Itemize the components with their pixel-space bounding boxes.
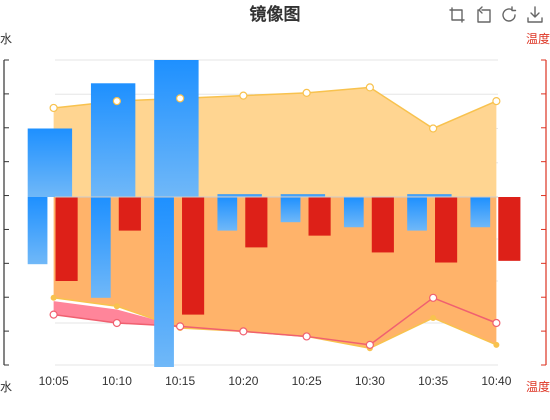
point-lower-red	[302, 332, 311, 341]
y-axis-name-top-left: 水	[0, 32, 12, 46]
bar-water-top	[154, 60, 199, 197]
x-tick-label: 10:20	[228, 374, 258, 388]
point-upper	[429, 124, 438, 133]
point-upper	[492, 96, 501, 106]
x-tick-label: 10:15	[165, 374, 195, 388]
bar-series	[27, 60, 521, 367]
save-image-icon[interactable]	[526, 6, 544, 24]
toolbox	[448, 6, 544, 24]
bar-water-bottom	[280, 197, 301, 223]
point-lower-red	[176, 322, 185, 331]
area-points	[49, 83, 501, 352]
bar-temperature	[498, 197, 521, 261]
point-lower-red	[492, 318, 501, 328]
point-lower-orange	[493, 341, 500, 348]
point-lower-red	[49, 310, 58, 319]
point-upper	[365, 83, 374, 92]
point-upper	[49, 103, 58, 113]
point-lower-red	[365, 340, 374, 349]
y-axis-name-top-right: 温度	[526, 31, 550, 46]
bar-temperature	[118, 197, 141, 231]
bar-water-top	[280, 194, 326, 197]
chart-title: 镜像图	[250, 4, 301, 24]
bar-water-bottom	[217, 197, 238, 231]
bar-water-bottom	[470, 197, 491, 228]
x-tick-label: 10:10	[102, 374, 132, 388]
x-tick-label: 10:40	[481, 374, 511, 388]
bar-water-bottom	[27, 197, 48, 265]
point-lower-orange	[50, 294, 57, 301]
bar-temperature	[308, 197, 331, 236]
x-tick-label: 10:25	[292, 374, 322, 388]
bar-water-top	[407, 194, 452, 197]
y-axis-name-bottom-right: 温度	[526, 379, 550, 394]
x-tick-label: 10:05	[39, 374, 69, 388]
bar-temperature	[435, 197, 458, 263]
point-upper	[302, 88, 311, 97]
bar-water-bottom	[90, 197, 111, 298]
bar-water-top	[27, 128, 73, 197]
zoom-reset-icon[interactable]	[474, 6, 492, 24]
point-upper	[112, 96, 121, 106]
bar-temperature	[245, 197, 268, 248]
point-lower-red	[112, 318, 121, 328]
bar-temperature	[55, 197, 78, 281]
y-axis-name-bottom-left: 水	[0, 380, 12, 394]
bar-water-bottom	[343, 197, 364, 228]
bar-water-bottom	[407, 197, 427, 231]
zoom-icon[interactable]	[448, 6, 466, 24]
bar-water-top	[217, 194, 262, 197]
area-lower-red-line	[53, 296, 497, 346]
point-lower-red	[429, 293, 438, 302]
bar-temperature	[182, 197, 205, 315]
restore-icon[interactable]	[500, 6, 518, 24]
point-upper	[239, 91, 248, 100]
bar-water-bottom	[154, 197, 174, 367]
axes	[3, 59, 547, 366]
bar-temperature	[371, 197, 394, 253]
x-tick-label: 10:30	[355, 374, 385, 388]
area-lower-red	[53, 297, 497, 345]
point-lower-orange	[430, 314, 437, 321]
point-lower-red	[239, 327, 248, 336]
point-lower-orange	[113, 303, 120, 310]
x-tick-labels: 10:05 10:10 10:15 10:20 10:25 10:30 10:35 10:40	[39, 374, 512, 388]
point-upper	[176, 94, 185, 103]
x-tick-label: 10:35	[418, 374, 448, 388]
